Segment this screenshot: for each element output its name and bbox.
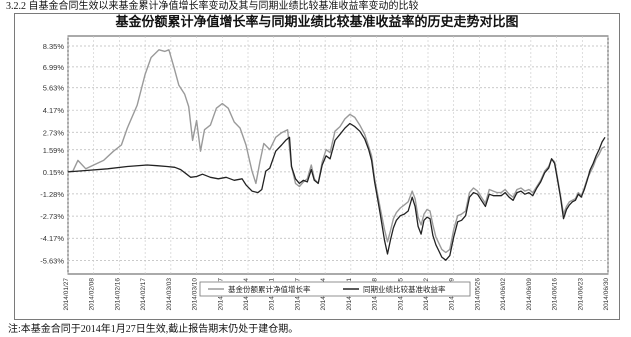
legend: 基金份额累计净值增长率 同期业绩比较基准收益率 bbox=[199, 281, 471, 297]
y-tick-label: 2.73% bbox=[43, 128, 65, 137]
chart-title: 基金份额累计净值增长率与同期业绩比较基准收益率的历史走势对比图 bbox=[115, 14, 519, 29]
grid-layer bbox=[67, 35, 609, 275]
y-tick-label: 4.17% bbox=[43, 106, 65, 115]
legend-box bbox=[199, 281, 471, 297]
series-line-1 bbox=[67, 49, 606, 254]
footnote: 注:本基金合同于2014年1月27日生效,截止报告期末仍处于建仓期。 bbox=[8, 324, 299, 335]
legend-entry: 基金份额累计净值增长率 bbox=[228, 284, 311, 294]
x-tick-label: 2014/06/16 bbox=[552, 278, 559, 311]
x-tick-label: 2014/06/30 bbox=[603, 278, 610, 311]
y-tick-label: -5.63% bbox=[40, 257, 64, 266]
y-tick-label: 8.35% bbox=[43, 42, 65, 51]
y-tick-label: 0.15% bbox=[43, 168, 65, 177]
y-tick-label: 6.99% bbox=[43, 63, 65, 72]
series-line-2 bbox=[67, 122, 606, 261]
x-tick-label: 2014/01/27 bbox=[63, 278, 70, 311]
y-tick-label: -1.28% bbox=[40, 190, 64, 199]
section-heading: 3.2.2 自基金合同生效以来基金累计净值增长率变动及其与同期业绩比较基准收益率… bbox=[6, 1, 419, 12]
x-tick-label: 2014/02/17 bbox=[140, 278, 147, 311]
y-tick-label: -2.73% bbox=[40, 212, 64, 221]
x-tick-label: 2014/02/08 bbox=[89, 278, 96, 311]
y-tick-label: 1.59% bbox=[43, 146, 65, 155]
x-tick-label: 2014/02/16 bbox=[114, 278, 121, 311]
legend-entry: 同期业绩比较基准收益率 bbox=[363, 284, 446, 294]
y-tick-label: -4.17% bbox=[40, 234, 64, 243]
chart-frame bbox=[14, 13, 620, 320]
y-tick-label: 5.63% bbox=[43, 84, 65, 93]
x-tick-label: 2014/03/10 bbox=[192, 278, 199, 311]
series-layer bbox=[67, 49, 606, 261]
x-tick-label: 2014/06/02 bbox=[500, 278, 507, 311]
y-tick-labels: -5.63% -4.17% -2.73% -1.28% 0.15% 1.59% 2.73% 4… bbox=[40, 42, 64, 266]
plot-area-border bbox=[67, 35, 609, 275]
x-tick-label: 2014/03/03 bbox=[166, 278, 173, 311]
x-tick-label: 2014/06/09 bbox=[526, 278, 533, 311]
x-tick-label: 2014/05/26 bbox=[474, 278, 481, 311]
x-tick-label: 2014/06/23 bbox=[577, 278, 584, 311]
